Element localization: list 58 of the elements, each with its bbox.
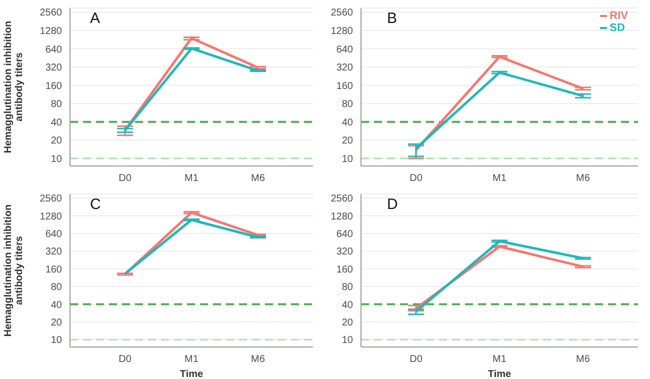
y-tick-label: 1280: [40, 211, 62, 222]
x-axis-title: Time: [180, 369, 204, 379]
y-tick-label: 20: [342, 318, 354, 329]
y-tick-label: 20: [342, 136, 354, 147]
x-tick-label: M1: [184, 354, 199, 366]
y-tick-label: 1280: [40, 26, 62, 38]
y-tick-label: 2560: [330, 194, 354, 205]
y-tick-label: 40: [342, 300, 354, 311]
y-tick-label: 40: [50, 117, 62, 128]
x-axis-title: Time: [488, 369, 512, 379]
y-tick-label: 160: [45, 80, 62, 92]
y-tick-label: 10: [50, 335, 62, 346]
x-tick-label: M6: [576, 354, 590, 366]
y-tick-label: 2560: [40, 194, 62, 205]
y-tick-label: 320: [336, 246, 354, 258]
y-tick-label: 160: [336, 264, 354, 276]
x-tick-label: D0: [410, 173, 423, 184]
chart-title: C: [90, 196, 101, 213]
y-tick-label: 80: [342, 282, 354, 294]
y-tick-label: 40: [342, 117, 354, 128]
y-tick-label: 1280: [330, 26, 354, 38]
y-tick-label: 320: [45, 62, 62, 74]
x-tick-label: M6: [251, 354, 266, 366]
y-axis-title: Hemagglutination inhibition antibody titers: [3, 204, 25, 337]
y-tick-label: 10: [342, 335, 354, 346]
y-tick-label: 20: [50, 136, 62, 147]
x-tick-label: M1: [492, 354, 507, 366]
y-tick-label: 80: [50, 99, 62, 110]
x-tick-label: M6: [576, 173, 590, 184]
legend-label: SD: [610, 22, 625, 34]
y-tick-label: 80: [342, 99, 354, 110]
x-tick-label: M1: [492, 173, 507, 184]
y-tick-label: 80: [50, 282, 62, 294]
y-tick-label: 40: [50, 300, 62, 311]
x-tick-label: M1: [184, 173, 199, 184]
y-tick-label: 320: [336, 62, 354, 74]
y-tick-label: 2560: [330, 8, 354, 19]
x-tick-label: D0: [118, 354, 132, 366]
x-tick-label: M6: [251, 173, 266, 184]
legend-label: RIV: [610, 10, 628, 22]
x-tick-label: D0: [118, 173, 132, 184]
chart-title: A: [90, 10, 100, 27]
y-tick-label: 160: [45, 264, 62, 276]
y-tick-label: 640: [45, 229, 62, 240]
y-tick-label: 320: [45, 246, 62, 258]
y-tick-label: 1280: [330, 211, 354, 222]
y-tick-label: 640: [45, 44, 62, 56]
y-tick-label: 20: [50, 318, 62, 329]
chart-title: B: [387, 10, 398, 27]
y-tick-label: 160: [336, 80, 354, 92]
y-tick-label: 10: [342, 154, 354, 165]
y-tick-label: 2560: [40, 8, 62, 19]
y-tick-label: 10: [50, 154, 62, 165]
chart-title: D: [387, 196, 398, 213]
y-tick-label: 640: [336, 44, 354, 56]
y-axis-title: Hemagglutination inhibition antibody titers: [3, 20, 25, 154]
x-tick-label: D0: [410, 354, 423, 366]
y-tick-label: 640: [336, 229, 354, 240]
